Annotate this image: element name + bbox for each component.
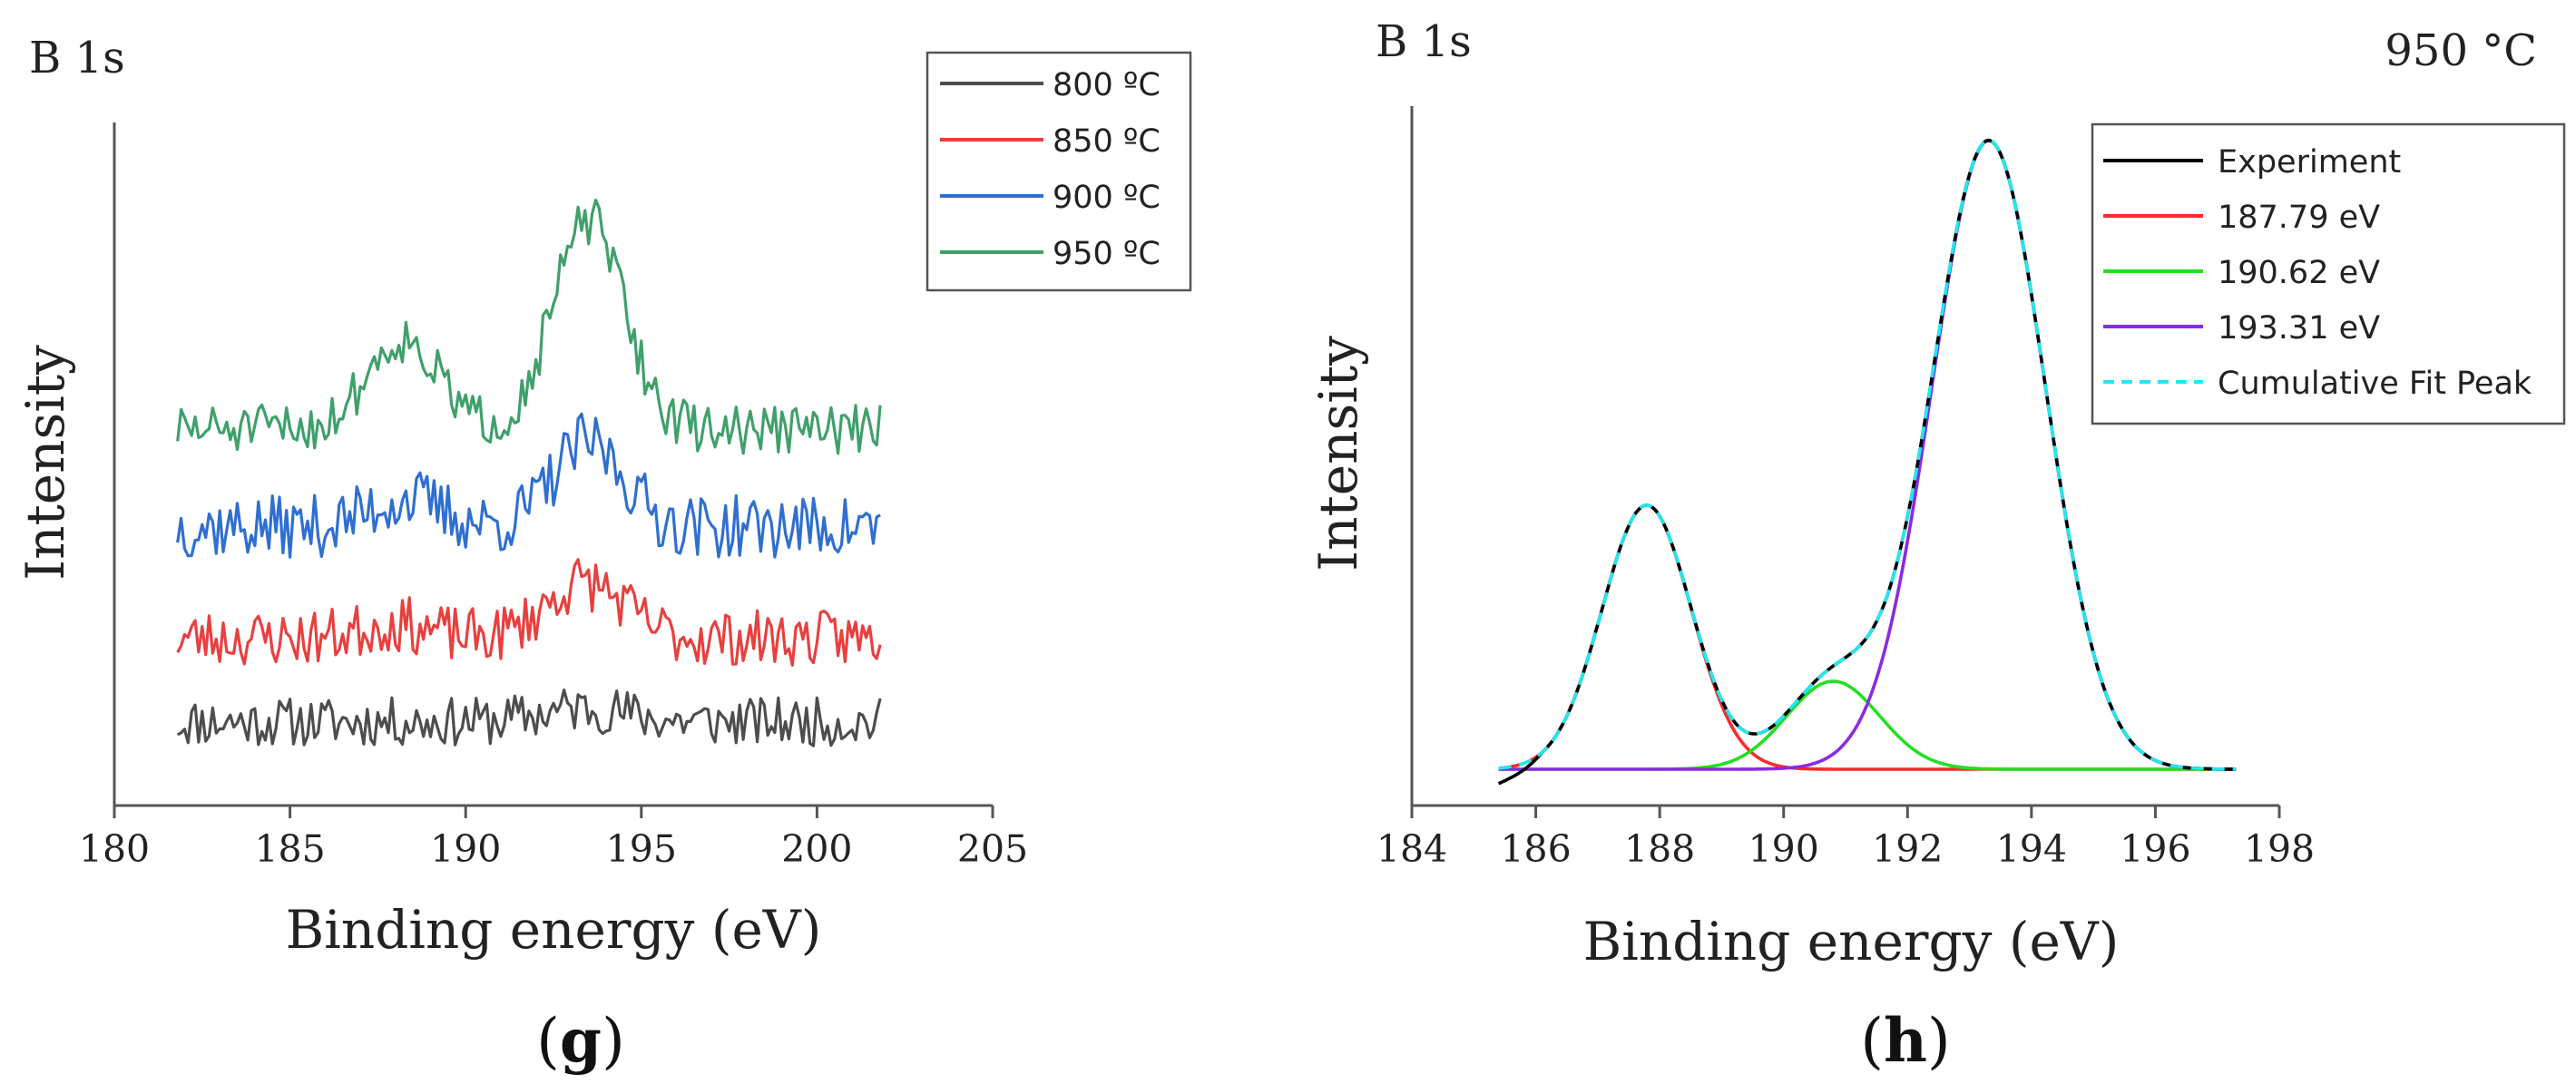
panel-h-xtick-label-2: 188 xyxy=(1624,827,1695,871)
panel-g-xtick-label-4: 200 xyxy=(781,827,852,871)
panel-h-curves xyxy=(1497,138,2237,786)
panel-g-legend-label-3: 950 ºC xyxy=(1053,236,1161,272)
panel-g-xtick-label-2: 190 xyxy=(430,827,501,871)
panel-h-xtick-label-7: 198 xyxy=(2244,827,2315,871)
panel-g-series-950C xyxy=(176,199,882,455)
panel-h-title: B 1s xyxy=(1376,16,1472,67)
panel-h-xtick-label-5: 194 xyxy=(1996,827,2067,871)
panel-g-xtick-label-1: 185 xyxy=(254,827,325,871)
panel-h-xtick-label-1: 186 xyxy=(1500,827,1571,871)
panel-g-xtick-label-5: 205 xyxy=(957,827,1028,871)
panel-g-series-900C xyxy=(176,412,881,559)
panel-h-xtick-label-4: 192 xyxy=(1872,827,1943,871)
panel-h: B 1s 950 °C 184 186 188 190 192 194 196 198 Bin… xyxy=(1308,16,2566,1076)
panel-g-label: (g) xyxy=(536,1005,625,1076)
panel-h-label: (h) xyxy=(1860,1005,1951,1076)
panel-h-legend-label-0: Experiment xyxy=(2218,144,2401,181)
panel-g-title: B 1s xyxy=(29,33,125,83)
panel-g-series-800C xyxy=(176,688,882,747)
panel-h-legend-label-2: 190.62 eV xyxy=(2218,255,2380,291)
panel-g-ticks: 180 185 190 195 200 205 xyxy=(79,806,1028,871)
panel-h-legend-label-1: 187.79 eV xyxy=(2218,200,2380,236)
panel-h-x-title: Binding energy (eV) xyxy=(1583,911,2120,972)
panel-h-ticks: 184 186 188 190 192 194 196 198 xyxy=(1376,806,2315,871)
panel-g-xtick-label-3: 195 xyxy=(606,827,677,871)
panel-h-legend-label-3: 193.31 eV xyxy=(2218,310,2380,347)
panel-h-xtick-label-0: 184 xyxy=(1376,827,1447,871)
panel-h-cumulative-fit-curve xyxy=(1498,138,2237,771)
panel-g-series xyxy=(176,199,882,747)
panel-h-component-19062 xyxy=(1498,679,2237,771)
panel-h-y-title: Intensity xyxy=(1308,336,1369,571)
panel-g-x-title: Binding energy (eV) xyxy=(286,899,822,961)
panel-h-legend-box xyxy=(2091,122,2566,425)
panel-h-annotation: 950 °C xyxy=(2385,25,2537,76)
panel-g-y-title: Intensity xyxy=(15,345,76,581)
panel-g: B 1s 180 185 190 195 200 205 Binding energy (… xyxy=(15,33,1192,1076)
panel-g-legend: 800 ºC 850 ºC 900 ºC 950 ºC xyxy=(926,51,1192,292)
panel-g-legend-label-2: 900 ºC xyxy=(1053,180,1161,216)
panel-h-xtick-label-6: 196 xyxy=(2120,827,2190,871)
panel-h-legend: Experiment 187.79 eV 190.62 eV 193.31 eV Cum… xyxy=(2091,122,2566,425)
panel-g-legend-label-0: 800 ºC xyxy=(1053,67,1161,103)
panel-g-xtick-label-0: 180 xyxy=(79,827,150,871)
panel-h-xtick-label-3: 190 xyxy=(1748,827,1819,871)
panel-g-series-850C xyxy=(176,558,882,668)
panel-h-legend-label-4: Cumulative Fit Peak xyxy=(2218,366,2532,402)
panel-g-legend-label-1: 850 ºC xyxy=(1053,123,1161,160)
